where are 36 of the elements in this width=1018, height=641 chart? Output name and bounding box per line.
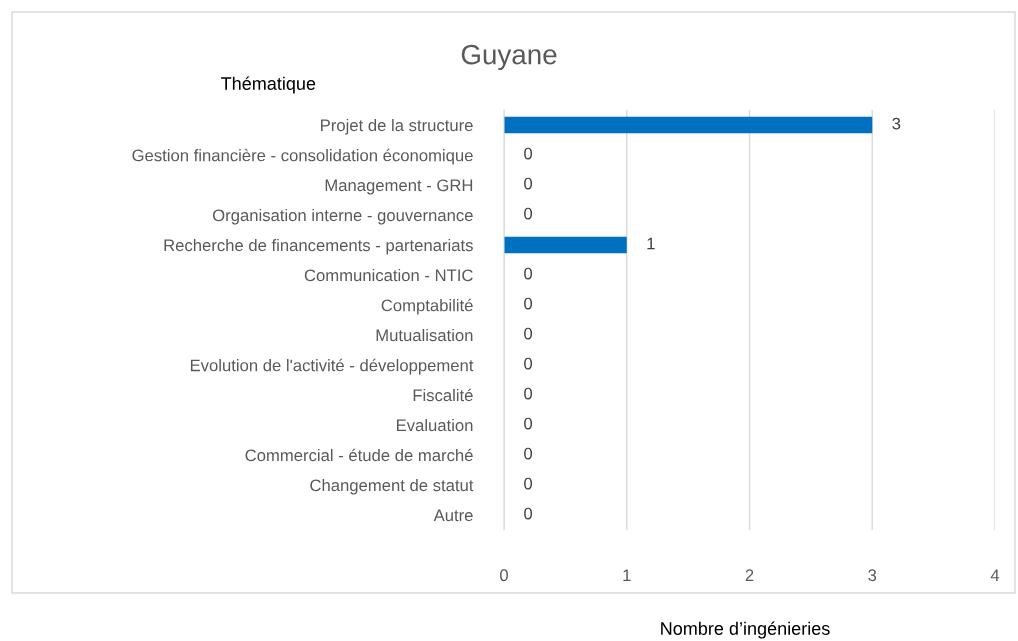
y-tick-label: Evolution de l'activité - développement <box>190 358 474 375</box>
data-label: 0 <box>524 297 533 310</box>
y-tick-label: Autre <box>433 509 473 522</box>
y-tick-label: Management - GRH <box>325 179 473 195</box>
y-tick-label: Fiscalité <box>413 388 473 402</box>
data-label: 0 <box>524 387 533 400</box>
data-label: 0 <box>524 177 533 190</box>
data-label: 0 <box>524 147 533 160</box>
y-tick-label: Organisation interne - gouvernance <box>212 208 473 225</box>
data-label: 0 <box>524 207 533 220</box>
y-tick-label: Mutualisation <box>376 328 473 342</box>
y-tick-label: Projet de la structure <box>321 118 473 135</box>
y-tick-label: Recherche de financements - partenariats <box>164 238 473 255</box>
y-tick-label: Comptabilité <box>381 298 473 315</box>
y-tick-label: Changement de statut <box>310 478 474 495</box>
data-label: 1 <box>647 237 655 250</box>
data-label: 0 <box>524 447 533 460</box>
y-tick-label: Gestion financière - consolidation économique <box>132 148 473 165</box>
data-label: 0 <box>524 417 533 430</box>
y-tick-label: Commercial - étude de marché <box>245 448 473 462</box>
data-label: 0 <box>524 327 533 340</box>
y-tick-label: Evaluation <box>396 418 473 432</box>
x-tick-label: 3 <box>868 569 877 582</box>
data-label: 3 <box>892 117 901 130</box>
data-label: 0 <box>524 267 533 280</box>
x-axis-title: Nombre d’ingénieries <box>661 621 830 639</box>
x-tick-label: 1 <box>623 569 631 581</box>
x-tick-label: 0 <box>500 569 508 582</box>
data-label: 0 <box>524 357 533 370</box>
data-label: 0 <box>524 507 533 520</box>
x-tick-label: 4 <box>990 569 1000 581</box>
x-tick-label: 2 <box>745 569 754 581</box>
data-label: 0 <box>524 477 533 490</box>
y-tick-label: Communication - NTIC <box>304 268 473 282</box>
chart-title: Guyane <box>461 44 557 70</box>
y-axis-title: Thématique <box>221 76 316 94</box>
